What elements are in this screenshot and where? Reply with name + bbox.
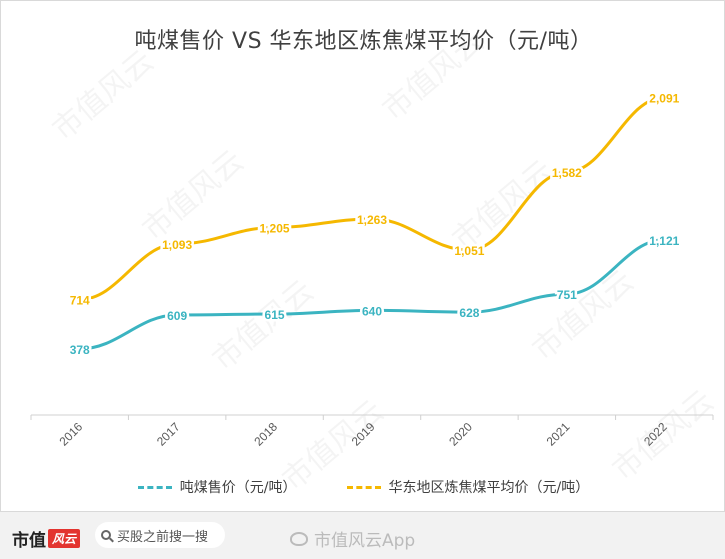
chart-title: 吨煤售价 VS 华东地区炼焦煤平均价（元/吨） (134, 29, 593, 54)
data-label-series-1: 1,121 (649, 234, 679, 248)
data-label-series-2: 1,093 (162, 238, 192, 252)
x-tick-label: 2016 (56, 420, 85, 449)
legend-item-series-1: 吨煤售价（元/吨） (137, 477, 297, 497)
x-tick-label: 2021 (544, 420, 573, 449)
data-label-series-1: 640 (362, 304, 382, 318)
data-label-series-2: 1,205 (260, 221, 290, 235)
data-label-series-2: 1,051 (454, 244, 484, 258)
data-label-series-2: 2,091 (649, 91, 679, 105)
data-label-series-1: 628 (459, 306, 479, 320)
brand-logo: 市值 风云 (12, 526, 81, 551)
brand-text: 市值 (12, 531, 46, 551)
search-icon (101, 530, 111, 540)
chart-card: 市值风云 市值风云 市值风云 市值风云 市值风云 市值风云 市值风云 市值风云 … (0, 0, 725, 512)
data-label-series-1: 378 (70, 343, 90, 357)
weibo-text: 市值风云App (314, 531, 416, 551)
x-tick-label: 2018 (251, 420, 280, 449)
x-tick-label: 2022 (641, 420, 670, 449)
legend-label-series-1: 吨煤售价（元/吨） (179, 480, 297, 496)
search-box[interactable]: 买股之前搜一搜 (95, 522, 225, 548)
footer-bar: 市值 风云 买股之前搜一搜 市值风云App (0, 512, 725, 559)
line-chart: 2016 2017 2018 2019 2020 2021 2022 378 609 615 640… (30, 89, 714, 449)
legend-label-series-2: 华东地区炼焦煤平均价（元/吨） (388, 480, 590, 496)
legend-swatch-series-1 (137, 485, 172, 489)
series-line-2 (79, 95, 665, 302)
x-tick-label: 2017 (154, 420, 183, 449)
data-label-series-2: 1,582 (552, 166, 582, 180)
data-label-series-2: 714 (70, 294, 90, 308)
brand-badge: 风云 (48, 529, 81, 548)
search-text: 买股之前搜一搜 (117, 529, 209, 545)
chart-legend: 吨煤售价（元/吨） 华东地区炼焦煤平均价（元/吨） (1, 477, 725, 497)
data-label-series-1: 615 (265, 308, 285, 322)
legend-item-series-2: 华东地区炼焦煤平均价（元/吨） (346, 477, 590, 497)
x-tick-label: 2020 (446, 420, 475, 449)
data-label-series-2: 1,263 (357, 213, 387, 227)
data-label-series-1: 609 (167, 309, 187, 323)
x-tick-label: 2019 (349, 420, 378, 449)
legend-swatch-series-2 (346, 485, 381, 489)
weibo-handle: 市值风云App (290, 526, 415, 551)
data-label-series-1: 751 (557, 288, 577, 302)
weibo-icon (290, 531, 308, 546)
